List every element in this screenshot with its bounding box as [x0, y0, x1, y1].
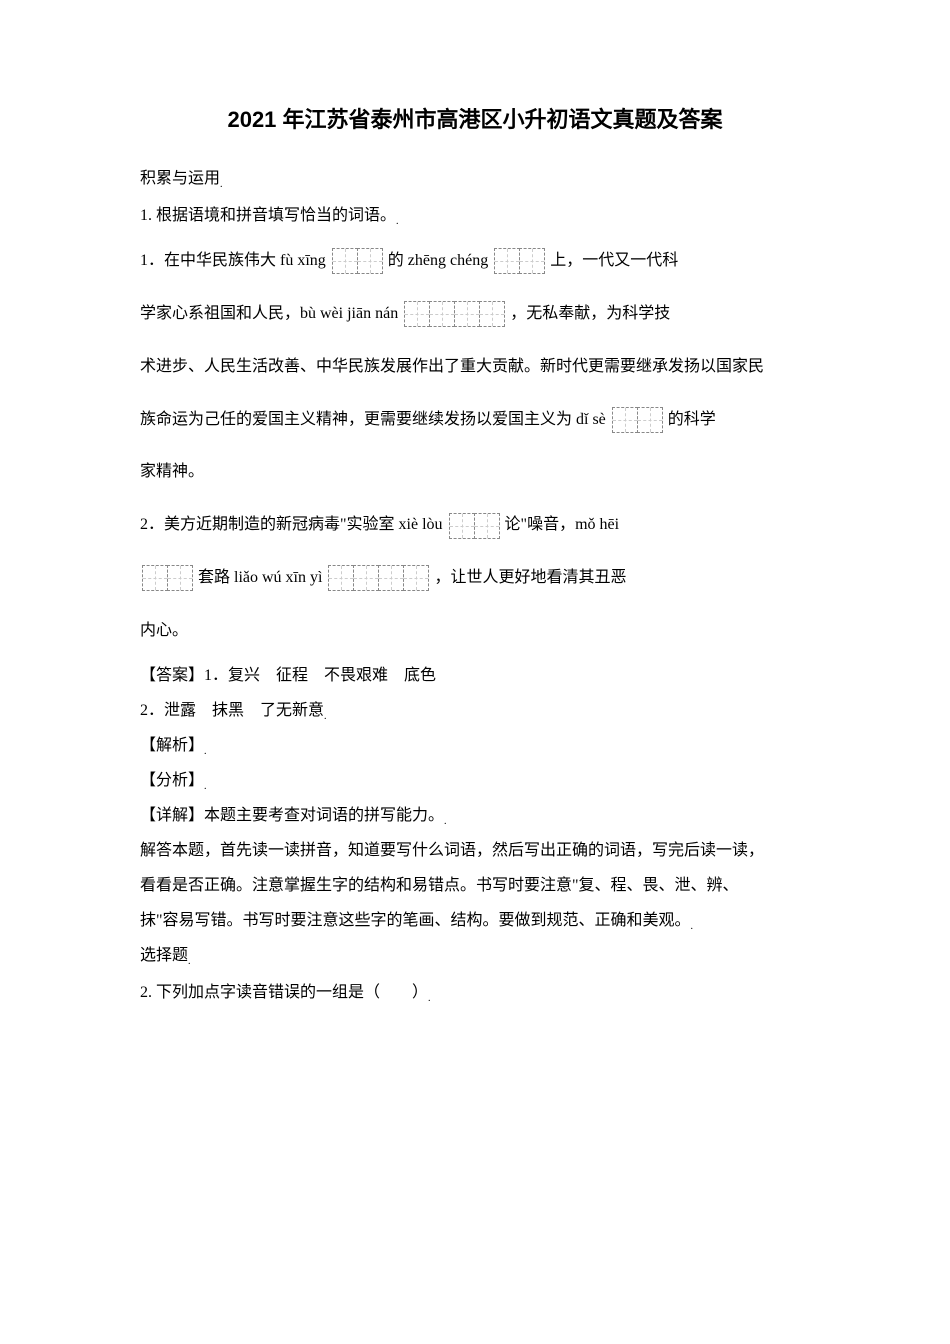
answer-box-xielou: [449, 503, 499, 548]
answer-box-fuxing: [332, 239, 382, 284]
question-1-sub2-line2: 套路 liǎo wú xīn yì ，让世人更好地看清其丑恶: [140, 556, 810, 601]
answer-box-zhengcheng: [494, 239, 544, 284]
answer-box-dise: [612, 398, 662, 443]
analysis-label-1: 【解析】.: [140, 732, 810, 761]
question-1-sub1-line4: 族命运为己任的爱国主义精神，更需要继续发扬以爱国主义为 dǐ sè 的科学: [140, 398, 810, 443]
answer-box-mohei: [142, 556, 192, 601]
analysis-label-2: 【分析】.: [140, 767, 810, 796]
answer-block-1: 【答案】1．复兴 征程 不畏艰难 底色: [140, 662, 810, 691]
question-1-sub1-content: 1．在中华民族伟大 fù xīng 的 zhēng chéng 上，一代又一代科: [140, 239, 810, 284]
answer-box-liaowuxinyi: [328, 556, 428, 601]
question-2-prompt: 2. 下列加点字读音错误的一组是（ ）.: [140, 979, 810, 1008]
answer-box-buweijiannan: [404, 292, 504, 337]
section-header-2: 选择题.: [140, 942, 810, 971]
analysis-para-2: 看看是否正确。注意掌握生字的结构和易错点。书写时要注意"复、程、畏、泄、辨、: [140, 872, 810, 901]
question-1-prompt: 1. 根据语境和拼音填写恰当的词语。.: [140, 202, 810, 231]
section-header-1: 积累与运用.: [140, 165, 810, 194]
question-1-sub2-line1: 2．美方近期制造的新冠病毒"实验室 xiè lòu 论"噪音，mǒ hēi: [140, 503, 810, 548]
question-1-sub1-line2: 学家心系祖国和人民，bù wèi jiān nán ，无私奉献，为科学技: [140, 292, 810, 337]
answer-block-2: 2．泄露 抹黑 了无新意.: [140, 697, 810, 726]
question-1-sub1-line5: 家精神。: [140, 450, 810, 495]
question-1-sub2-line3: 内心。: [140, 609, 810, 654]
document-title: 2021 年江苏省泰州市高港区小升初语文真题及答案: [140, 100, 810, 140]
analysis-para-3: 抹"容易写错。书写时要注意这些字的笔画、结构。要做到规范、正确和美观。.: [140, 907, 810, 936]
analysis-para-1: 解答本题，首先读一读拼音，知道要写什么词语，然后写出正确的词语，写完后读一读，: [140, 837, 810, 866]
analysis-detail: 【详解】本题主要考查对词语的拼写能力。.: [140, 802, 810, 831]
question-1-sub1-line3: 术进步、人民生活改善、中华民族发展作出了重大贡献。新时代更需要继承发扬以国家民: [140, 345, 810, 390]
